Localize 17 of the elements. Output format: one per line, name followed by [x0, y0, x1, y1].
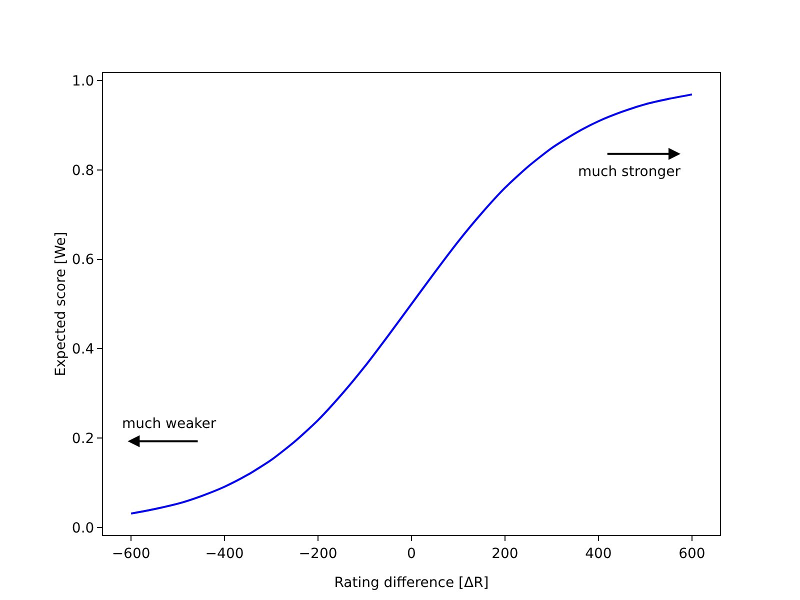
- x-tick-label: −200: [298, 546, 338, 562]
- x-tick-label: −600: [112, 546, 150, 562]
- y-tick-label: 1.0: [72, 74, 94, 90]
- y-tick-label: 0.8: [72, 162, 94, 179]
- y-axis-title: Expected score [We]: [53, 232, 69, 376]
- x-axis-title: Rating difference [ΔR]: [334, 575, 489, 591]
- annotation: much stronger: [578, 164, 681, 180]
- x-tick-label: 0: [407, 546, 416, 562]
- x-tick-label: 600: [678, 546, 706, 562]
- y-tick-label: 0.0: [72, 520, 94, 536]
- x-tick-label: −400: [205, 546, 244, 562]
- y-tick-label: 0.2: [72, 430, 94, 447]
- x-tick-label: 400: [585, 546, 612, 562]
- annotation: much weaker: [122, 416, 216, 432]
- y-tick-label: 0.6: [72, 252, 94, 268]
- x-tick-label: 200: [492, 546, 518, 562]
- y-tick-label: 0.4: [72, 342, 94, 358]
